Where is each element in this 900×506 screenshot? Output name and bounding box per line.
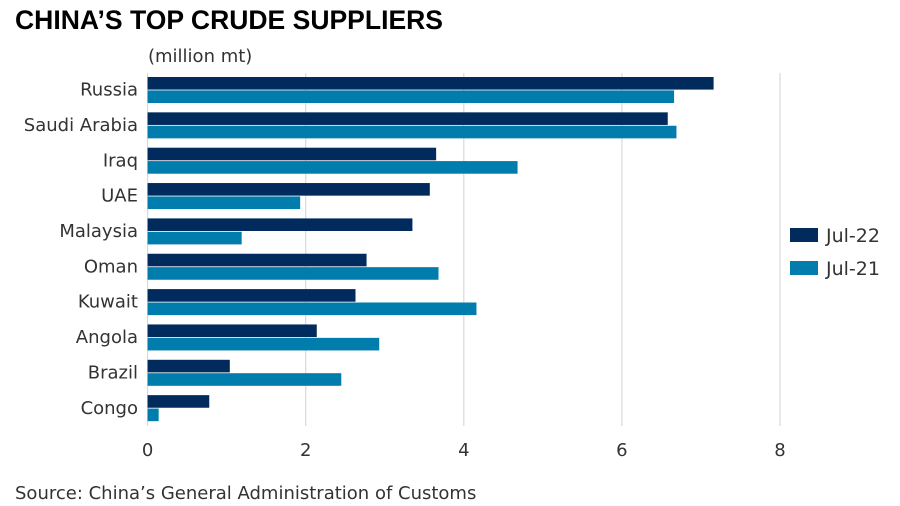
- category-label: Iraq: [103, 150, 138, 171]
- bar-jul-22-oman: [147, 253, 367, 267]
- x-tick-label: 6: [616, 440, 627, 461]
- bar-jul-22-malaysia: [147, 218, 413, 231]
- bar-jul-21-kuwait: [147, 302, 477, 316]
- unit-label: (million mt): [148, 46, 252, 67]
- x-tick-label: 0: [142, 440, 153, 461]
- legend-label: Jul-21: [825, 258, 880, 280]
- legend-swatch: [790, 228, 818, 242]
- bar-jul-22-brazil: [147, 359, 230, 373]
- source-note: Source: China’s General Administration o…: [15, 483, 476, 504]
- category-label: Congo: [81, 398, 138, 419]
- x-tick-labels: 0 2 4 6 8: [142, 440, 786, 461]
- category-label: Malaysia: [59, 221, 138, 242]
- bars: [147, 77, 714, 422]
- category-label: Russia: [80, 80, 138, 101]
- category-label: Angola: [76, 327, 138, 348]
- bar-jul-21-russia: [147, 90, 675, 103]
- bar-jul-22-uae: [147, 183, 430, 196]
- bar-jul-22-iraq: [147, 147, 437, 161]
- bar-jul-21-brazil: [147, 373, 342, 386]
- bar-jul-22-russia: [147, 77, 714, 90]
- x-tick-label: 8: [774, 440, 785, 461]
- bar-jul-22-congo: [147, 395, 210, 408]
- bar-jul-22-kuwait: [147, 289, 356, 302]
- bar-jul-22-saudi-arabia: [147, 112, 668, 125]
- category-label: UAE: [101, 186, 138, 207]
- x-tick-label: 4: [458, 440, 469, 461]
- chart-title: CHINA’S TOP CRUDE SUPPLIERS: [15, 5, 443, 35]
- x-tick-label: 2: [300, 440, 311, 461]
- legend: Jul-22 Jul-21: [790, 225, 880, 280]
- bar-jul-21-angola: [147, 337, 380, 351]
- category-label: Kuwait: [78, 292, 138, 313]
- category-label: Brazil: [88, 362, 138, 383]
- category-labels: Russia Saudi Arabia Iraq UAE Malaysia Oman Kuw…: [24, 80, 138, 419]
- bar-jul-21-iraq: [147, 161, 518, 174]
- category-label: Saudi Arabia: [24, 115, 138, 136]
- legend-swatch: [790, 261, 818, 275]
- legend-label: Jul-22: [825, 225, 880, 247]
- category-label: Oman: [84, 256, 138, 277]
- bar-jul-22-angola: [147, 324, 317, 338]
- bar-jul-21-oman: [147, 267, 439, 280]
- bar-jul-21-saudi-arabia: [147, 125, 677, 139]
- bar-jul-21-congo: [147, 408, 159, 422]
- bar-jul-21-uae: [147, 196, 301, 210]
- bar-jul-21-malaysia: [147, 231, 242, 245]
